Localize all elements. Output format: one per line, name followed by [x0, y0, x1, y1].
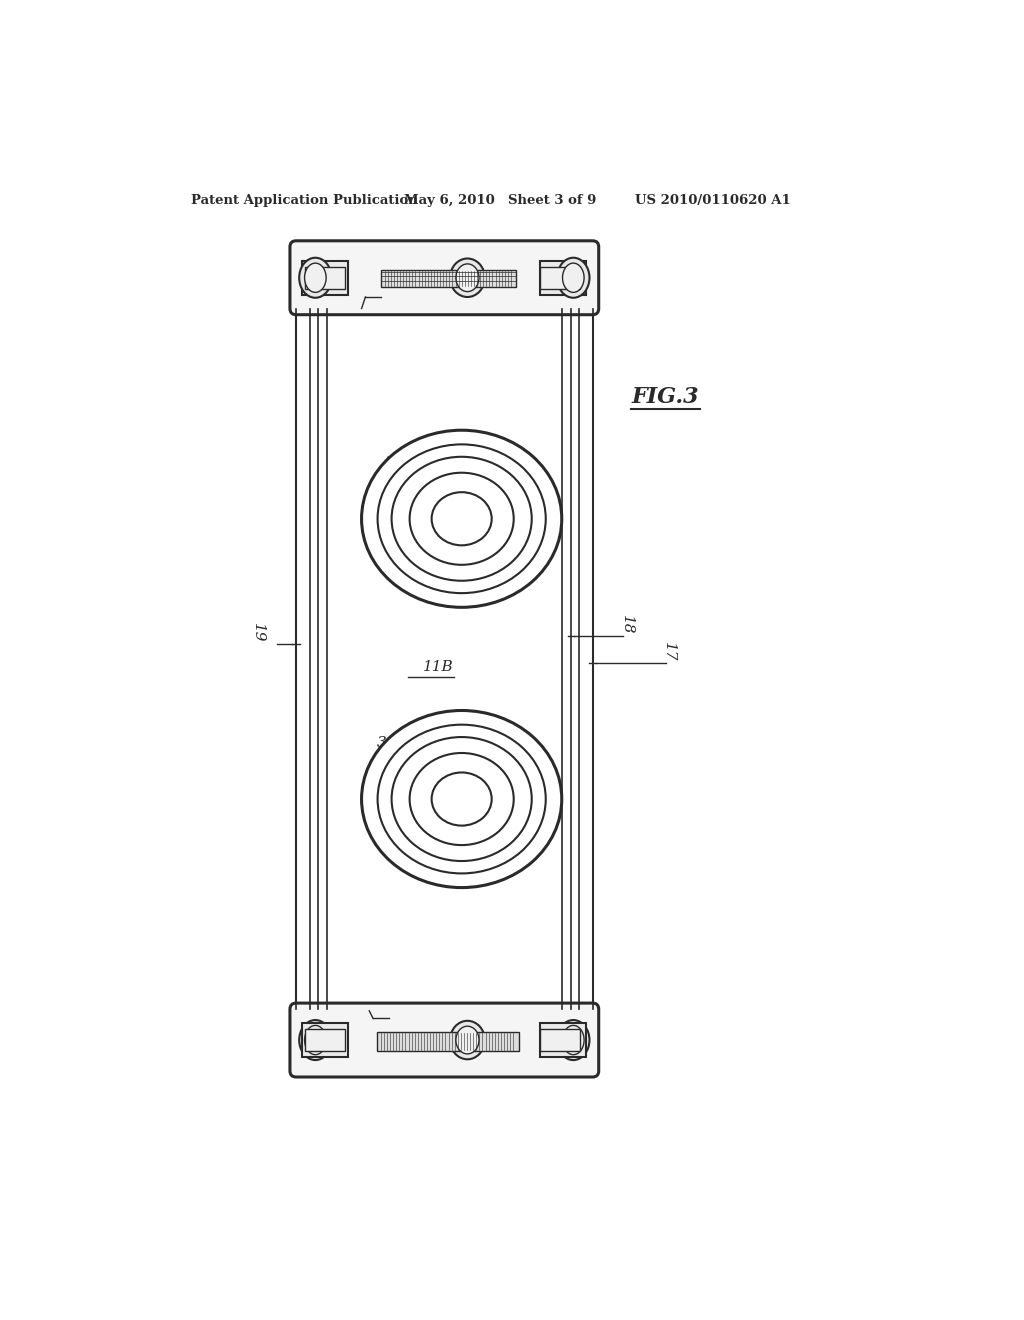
FancyBboxPatch shape [290, 240, 599, 314]
Ellipse shape [432, 772, 492, 825]
Ellipse shape [562, 263, 584, 293]
Bar [305, 1030, 345, 1051]
Text: FIG.3: FIG.3 [631, 385, 698, 408]
Ellipse shape [557, 257, 590, 298]
Text: 17: 17 [662, 643, 676, 661]
Ellipse shape [410, 473, 514, 565]
Ellipse shape [299, 257, 332, 298]
Ellipse shape [378, 725, 546, 874]
Text: 31: 31 [385, 455, 404, 470]
Bar [296, 309, 593, 1010]
Bar [541, 267, 581, 289]
FancyBboxPatch shape [290, 1003, 599, 1077]
Text: Sheet 3 of 9: Sheet 3 of 9 [508, 194, 596, 207]
Ellipse shape [361, 430, 562, 607]
Ellipse shape [451, 259, 484, 297]
Bar [541, 1030, 581, 1051]
Bar [541, 1023, 587, 1057]
Text: US 2010/0110620 A1: US 2010/0110620 A1 [635, 194, 791, 207]
Text: May 6, 2010: May 6, 2010 [403, 194, 495, 207]
Bar [302, 261, 348, 294]
Ellipse shape [432, 492, 492, 545]
Text: 11B: 11B [423, 660, 454, 673]
Text: 30: 30 [377, 737, 396, 750]
Bar [302, 1023, 348, 1057]
Ellipse shape [304, 263, 326, 293]
Ellipse shape [410, 752, 514, 845]
Bar [541, 261, 587, 294]
Ellipse shape [456, 1026, 479, 1053]
Text: Patent Application Publication: Patent Application Publication [190, 194, 418, 207]
Bar [377, 1032, 519, 1051]
Bar [305, 267, 345, 289]
Ellipse shape [304, 1026, 326, 1055]
Ellipse shape [299, 1020, 332, 1060]
Ellipse shape [557, 1020, 590, 1060]
Ellipse shape [391, 457, 531, 581]
Text: 19: 19 [251, 623, 264, 643]
Ellipse shape [456, 264, 479, 292]
Ellipse shape [378, 445, 546, 593]
Text: 18: 18 [620, 615, 634, 635]
Ellipse shape [562, 1026, 584, 1055]
Ellipse shape [451, 1020, 484, 1059]
Ellipse shape [391, 737, 531, 861]
Ellipse shape [361, 710, 562, 887]
Bar [381, 271, 515, 286]
